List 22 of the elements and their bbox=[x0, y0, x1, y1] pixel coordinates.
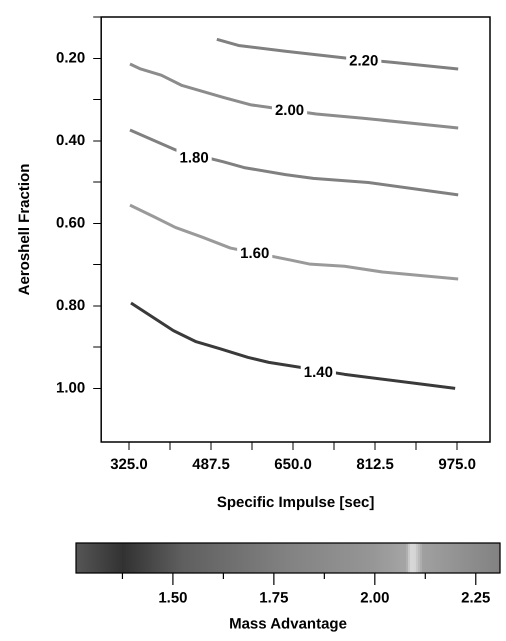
annotation: 1.60 bbox=[240, 245, 270, 262]
x-tick-label: 325.0 bbox=[110, 456, 148, 474]
x-tick-label: 650.0 bbox=[274, 456, 312, 474]
y-tick-label: 0.80 bbox=[56, 296, 86, 314]
x-tick-label: 487.5 bbox=[192, 456, 230, 474]
color-bar-label: 1.50 bbox=[158, 590, 188, 607]
annotation: 2.20 bbox=[349, 52, 378, 70]
y-axis-title: Aeroshell Fraction bbox=[16, 164, 34, 296]
color-bar-label: 2.25 bbox=[461, 590, 490, 607]
y-tick-label: 0.40 bbox=[56, 132, 86, 149]
x-tick-label: 812.5 bbox=[356, 456, 394, 474]
color-bar-title: Mass Advantage bbox=[229, 616, 347, 633]
y-tick-label: 1.00 bbox=[56, 380, 86, 396]
color-bar-label: 2.00 bbox=[360, 590, 390, 607]
y-tick-label: 0.20 bbox=[56, 49, 86, 66]
x-tick-label: 975.0 bbox=[438, 456, 476, 474]
annotation: 2.00 bbox=[274, 102, 304, 119]
annotation: 1.80 bbox=[180, 149, 209, 166]
color-bar-label: 1.75 bbox=[259, 590, 288, 607]
annotation: 1.40 bbox=[304, 364, 333, 381]
x-axis-title: Specific Impulse [sec] bbox=[216, 494, 374, 512]
y-tick-label: 0.60 bbox=[56, 214, 86, 232]
